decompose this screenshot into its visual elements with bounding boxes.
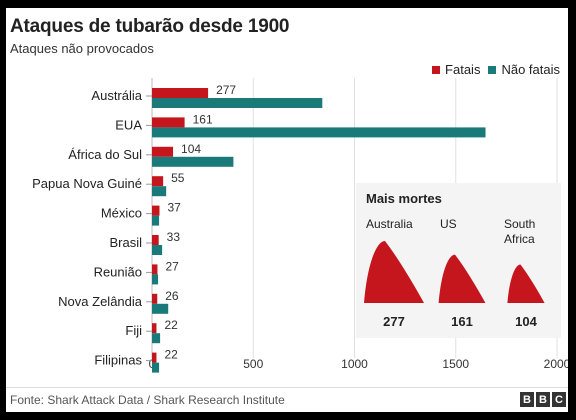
inset-label: South <box>504 217 535 231</box>
category-label: África do Sul <box>68 147 142 162</box>
bar-fatais <box>152 235 159 245</box>
x-tick-label: 1000 <box>341 357 368 371</box>
shark-fin-icon <box>507 264 545 303</box>
bar-nao-fatais <box>152 362 160 373</box>
inset-label: US <box>440 217 457 231</box>
inset-title: Mais mortes <box>366 191 442 206</box>
bar-nao-fatais <box>152 333 161 344</box>
bar-fatais <box>152 323 157 334</box>
chart-frame: Ataques de tubarão desde 1900 Ataques nã… <box>6 8 568 412</box>
inset-label: Australia <box>366 217 413 231</box>
category-label: Brasil <box>109 235 142 250</box>
bar-fatais <box>152 352 157 363</box>
data-label: 33 <box>167 230 181 244</box>
data-label: 277 <box>216 83 236 97</box>
bar-fatais <box>152 205 160 216</box>
chart-title: Ataques de tubarão desde 1900 <box>10 16 290 37</box>
bar-fatais <box>152 88 209 98</box>
legend-label-fatais: Fatais <box>445 62 481 77</box>
bar-nao-fatais <box>152 186 167 197</box>
inset-value: 161 <box>451 314 473 329</box>
bar-fatais <box>152 117 185 128</box>
data-label: 104 <box>181 142 201 156</box>
chart-subtitle: Ataques não provocados <box>10 41 154 56</box>
category-label: México <box>101 206 142 221</box>
legend: Fatais Não fatais <box>432 62 568 77</box>
footer: Fonte: Shark Attack Data / Shark Researc… <box>6 387 568 412</box>
legend-label-nao-fatais: Não fatais <box>501 62 560 77</box>
category-label: Papua Nova Guiné <box>32 176 142 191</box>
x-tick-label: 2000 <box>544 357 568 371</box>
bar-nao-fatais <box>152 215 160 226</box>
bar-nao-fatais <box>152 245 163 255</box>
legend-swatch-fatais <box>432 65 441 74</box>
bar-nao-fatais <box>152 98 323 108</box>
data-label: 37 <box>167 201 181 215</box>
bar-chart: 0500100015002000Austrália277EUA161África… <box>32 78 568 373</box>
bar-nao-fatais <box>152 274 159 285</box>
x-tick-label: 1500 <box>442 357 469 371</box>
data-label: 22 <box>164 318 178 332</box>
inset-value: 277 <box>383 314 405 329</box>
category-label: EUA <box>115 117 142 132</box>
data-label: 161 <box>193 112 213 126</box>
legend-item-nao-fatais: Não fatais <box>488 62 560 77</box>
bbc-logo-letter: C <box>552 392 566 407</box>
legend-swatch-nao-fatais <box>488 65 497 74</box>
bar-fatais <box>152 176 164 187</box>
bbc-logo-letter: B <box>520 392 534 407</box>
bar-fatais <box>152 264 158 275</box>
category-label: Nova Zelândia <box>58 294 143 309</box>
shark-fin-icon <box>438 254 486 303</box>
data-label: 55 <box>171 171 185 185</box>
x-tick-label: 500 <box>243 357 263 371</box>
bar-fatais <box>152 146 174 157</box>
source-text: Fonte: Shark Attack Data / Shark Researc… <box>10 393 285 407</box>
data-label: 26 <box>165 289 179 303</box>
category-label: Austrália <box>91 88 142 103</box>
category-label: Filipinas <box>94 353 142 368</box>
shark-fin-icon <box>364 241 424 303</box>
data-label: 22 <box>164 348 178 362</box>
category-label: Fiji <box>125 323 142 338</box>
bar-nao-fatais <box>152 127 486 138</box>
bar-nao-fatais <box>152 303 169 314</box>
inset-label: Africa <box>504 232 535 246</box>
category-label: Reunião <box>94 264 142 279</box>
legend-item-fatais: Fatais <box>432 62 480 77</box>
bbc-logo: B B C <box>518 392 566 407</box>
bbc-logo-letter: B <box>536 392 550 407</box>
bar-nao-fatais <box>152 156 234 167</box>
inset-value: 104 <box>515 314 537 329</box>
bar-fatais <box>152 293 158 304</box>
data-label: 27 <box>165 259 179 273</box>
